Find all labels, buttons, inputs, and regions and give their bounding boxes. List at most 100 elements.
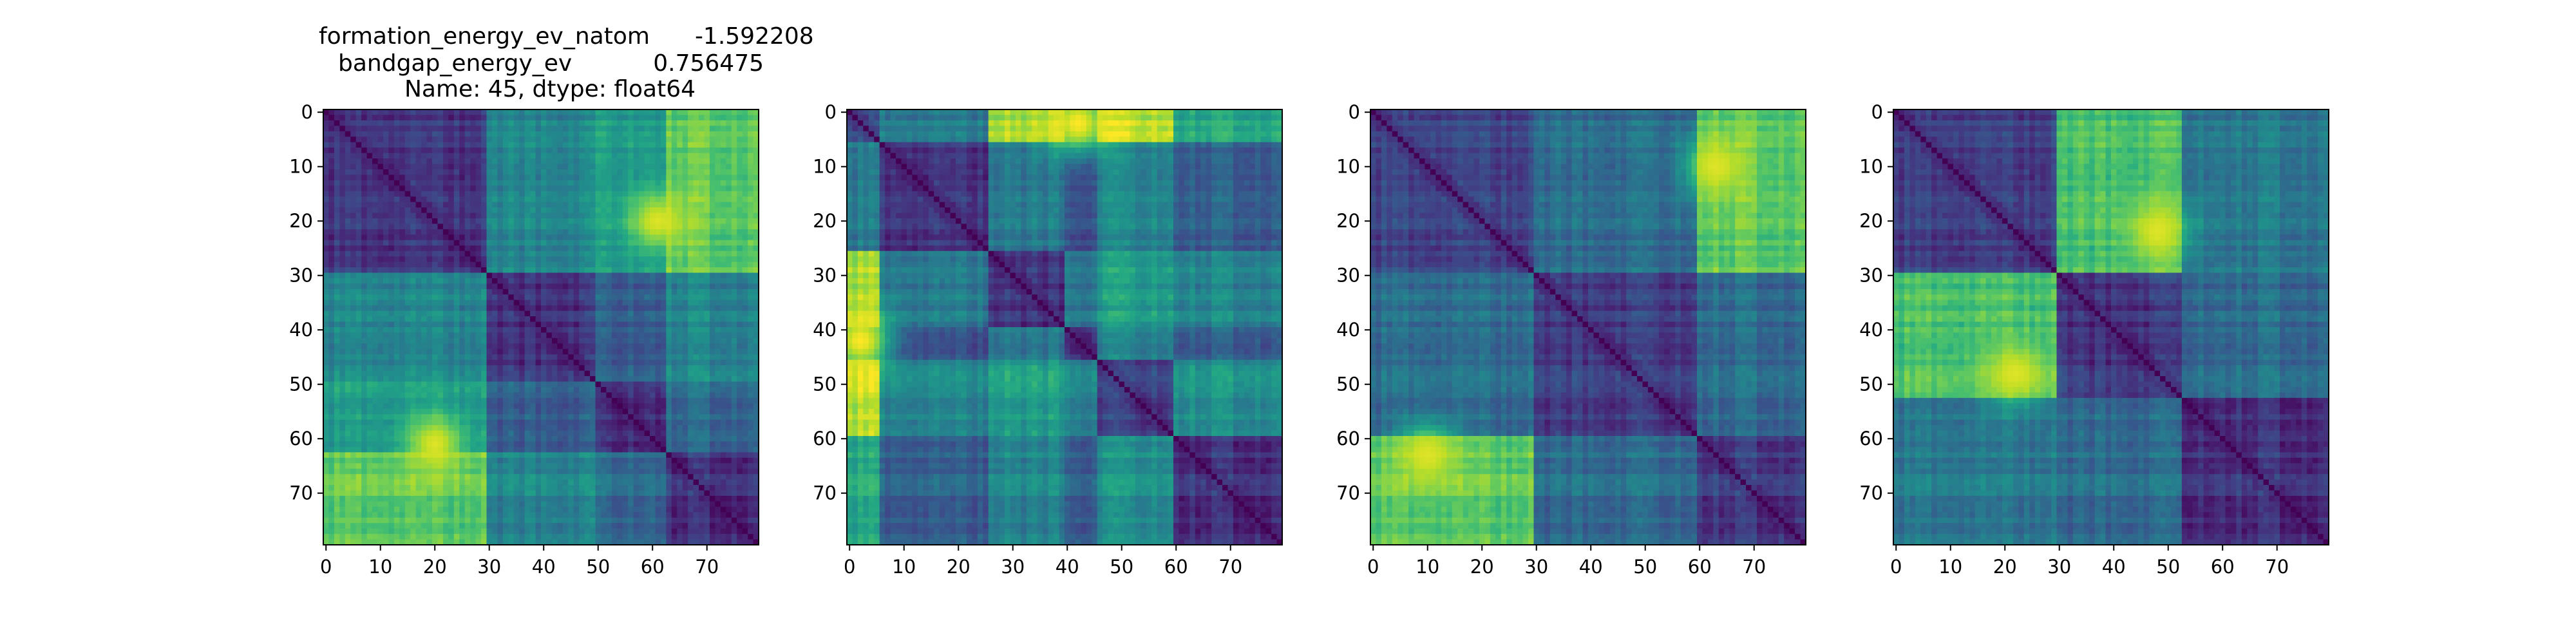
heatmap-cell <box>328 261 335 268</box>
heatmap-cell <box>688 332 694 339</box>
heatmap-cell <box>551 327 558 334</box>
heatmap-cell <box>595 370 601 377</box>
heatmap-cell <box>410 229 417 235</box>
heatmap-cell <box>573 180 580 186</box>
heatmap-cell <box>666 381 672 388</box>
heatmap-cell <box>573 158 580 165</box>
heatmap-cell <box>513 283 520 290</box>
heatmap-cell <box>682 164 688 170</box>
heatmap-cell <box>328 343 335 350</box>
heatmap-cell <box>399 196 406 203</box>
heatmap-cell <box>535 126 542 132</box>
heatmap-cell <box>350 283 357 290</box>
heatmap-cell <box>551 354 558 361</box>
heatmap-cell <box>355 403 362 410</box>
heatmap-cell <box>600 408 607 415</box>
heatmap-cell <box>339 147 346 154</box>
heatmap-cell <box>453 126 460 132</box>
heatmap-cell <box>579 240 585 246</box>
heatmap-cell <box>399 175 406 181</box>
heatmap-cell <box>464 256 471 263</box>
heatmap-cell <box>437 327 444 334</box>
heatmap-cell <box>432 251 439 257</box>
heatmap-cell <box>595 272 601 279</box>
heatmap-cell <box>361 441 368 448</box>
heatmap-cell <box>546 218 553 225</box>
heatmap-cell <box>622 354 629 361</box>
heatmap-cell <box>464 245 471 252</box>
heatmap-cell <box>573 126 580 132</box>
heatmap-cell <box>617 337 623 344</box>
heatmap-cell <box>421 131 428 137</box>
heatmap-cell <box>339 131 346 137</box>
heatmap-cell <box>355 202 362 208</box>
heatmap-cell <box>579 283 585 290</box>
heatmap-cell <box>361 213 368 219</box>
heatmap-cell <box>453 109 460 116</box>
heatmap-cell <box>551 289 558 295</box>
heatmap-cell <box>339 397 346 404</box>
heatmap-cell <box>410 240 417 246</box>
heatmap-cell <box>748 430 754 437</box>
heatmap-cell <box>704 185 710 192</box>
heatmap-cell <box>442 305 449 312</box>
heatmap-cell <box>584 337 591 344</box>
heatmap-cell <box>541 153 547 159</box>
heatmap-cell <box>633 370 639 377</box>
heatmap-cell <box>437 213 444 219</box>
heatmap-cell <box>432 223 439 230</box>
heatmap-cell <box>426 310 433 317</box>
heatmap-cell <box>639 213 645 219</box>
heatmap-cell <box>573 245 580 252</box>
heatmap-cell <box>677 180 683 186</box>
heatmap-cell <box>562 327 569 334</box>
heatmap-cell <box>502 327 509 334</box>
heatmap-cell <box>611 425 618 431</box>
heatmap-cell <box>334 229 340 235</box>
heatmap-cell <box>377 321 384 328</box>
heatmap-cell <box>415 392 422 399</box>
heatmap-cell <box>748 397 754 404</box>
heatmap-cell <box>426 305 433 312</box>
heatmap-cell <box>551 109 558 116</box>
heatmap-cell <box>475 294 482 301</box>
heatmap-cell <box>372 327 379 334</box>
heatmap-cell <box>448 408 455 415</box>
heatmap-cell <box>600 289 607 295</box>
heatmap-cell <box>486 316 493 323</box>
heatmap-cell <box>502 256 509 263</box>
heatmap-cell <box>502 240 509 246</box>
heatmap-cell <box>715 370 721 377</box>
heatmap-cell <box>726 376 732 383</box>
heatmap-cell <box>366 386 373 393</box>
heatmap-cell <box>491 359 498 366</box>
heatmap-cell <box>742 365 748 372</box>
heatmap-cell <box>410 147 417 154</box>
heatmap-cell <box>410 267 417 274</box>
heatmap-cell <box>715 251 721 257</box>
heatmap-cell <box>671 223 677 230</box>
heatmap-cell <box>513 408 520 415</box>
heatmap-cell <box>432 337 439 344</box>
heatmap-cell <box>415 207 422 214</box>
heatmap-cell <box>530 337 536 344</box>
heatmap-cell <box>639 397 645 404</box>
heatmap-cell <box>530 419 536 426</box>
heatmap-cell <box>432 137 439 143</box>
heatmap-cell <box>470 386 477 393</box>
heatmap-cell <box>682 213 688 219</box>
heatmap-cell <box>345 397 351 404</box>
heatmap-cell <box>622 327 629 334</box>
heatmap-cell <box>742 223 748 230</box>
heatmap-cell <box>568 414 574 421</box>
heatmap-cell <box>350 137 357 143</box>
heatmap-cell <box>541 218 547 225</box>
heatmap-cell <box>693 441 699 448</box>
heatmap-cell <box>432 272 439 279</box>
heatmap-cell <box>355 261 362 268</box>
heatmap-cell <box>535 430 542 437</box>
heatmap-cell <box>437 115 444 121</box>
heatmap-cell <box>753 180 759 186</box>
heatmap-cell <box>497 153 504 159</box>
heatmap-cell <box>573 359 580 366</box>
